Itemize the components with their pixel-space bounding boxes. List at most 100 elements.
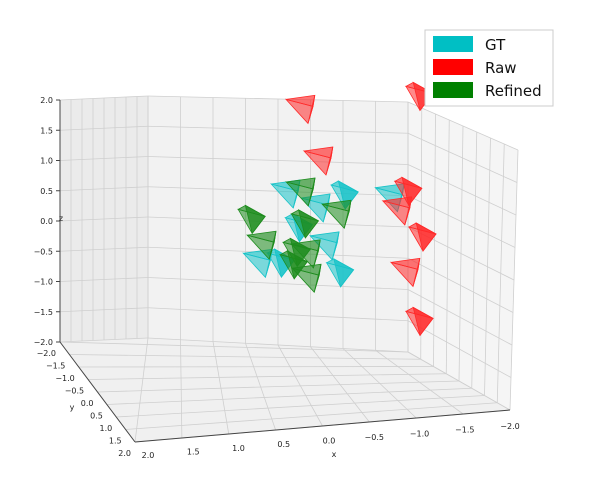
x-axis-label: x	[332, 450, 337, 459]
frustum-refined	[237, 204, 266, 235]
legend-swatch-gt	[433, 36, 473, 52]
z-tick-label: 0.0	[40, 217, 53, 226]
legend-swatch-refined	[433, 82, 473, 98]
grid-line-y	[116, 395, 485, 418]
grid-line-y	[125, 402, 498, 430]
z-tick-label: 1.5	[40, 126, 53, 135]
x-axis-line	[134, 409, 511, 443]
frustum-raw	[381, 196, 413, 226]
grid-line-z	[59, 277, 149, 282]
y-tick-label: −1.0	[55, 374, 74, 383]
z-tick-label: 2.0	[40, 96, 53, 105]
frustum-face	[265, 249, 273, 278]
x-tick-label: 0.0	[323, 437, 336, 446]
grid-line-y	[484, 137, 491, 396]
frustum-face	[325, 146, 334, 176]
x-tick-label: 2.0	[142, 451, 155, 460]
z-tick-label: 0.5	[40, 187, 53, 196]
frustum-face	[333, 258, 355, 288]
frustum-face	[313, 239, 321, 269]
x-tick-label: −1.0	[410, 429, 429, 438]
grid-line-x	[375, 349, 464, 415]
legend-label-refined: Refined	[485, 82, 542, 100]
grid-line-y	[88, 373, 447, 380]
x-tick-label: −1.5	[455, 426, 474, 435]
grid-line-y	[97, 380, 460, 393]
frustum-gt	[325, 258, 355, 288]
frustum-face	[313, 264, 322, 293]
y-tick-label: −2.0	[37, 349, 56, 358]
z-axis-label: z	[59, 214, 63, 223]
grid-line-x	[342, 348, 417, 419]
z-tick-label: −2.0	[34, 338, 53, 347]
right-pane	[408, 102, 518, 410]
frustum-face	[268, 231, 277, 260]
grid-line-y	[458, 125, 464, 382]
frustum-face	[244, 204, 266, 235]
grid-line-x	[245, 343, 277, 431]
frustum-raw	[393, 176, 423, 207]
grid-line-z	[59, 307, 149, 313]
frustum-face	[307, 177, 316, 207]
y-tick-label: 0.5	[90, 412, 103, 421]
grid-line-y	[78, 366, 434, 368]
frustum-refined	[320, 199, 352, 229]
z-tick-label: −1.5	[34, 308, 53, 317]
grid-line-z	[59, 337, 149, 343]
y-axis-line	[59, 341, 136, 443]
frustum-face	[401, 176, 423, 207]
frustum-refined	[279, 250, 308, 280]
frustum-face	[415, 222, 437, 252]
legend: GT Raw Refined	[424, 29, 554, 107]
legend-label-raw: Raw	[485, 59, 517, 77]
x-tick-label: 1.5	[187, 447, 200, 456]
grid-line-y	[509, 149, 519, 411]
grid-line-y	[106, 387, 472, 405]
frustum-raw	[389, 257, 421, 288]
legend-label-gt: GT	[485, 36, 506, 54]
floor-pane	[60, 338, 510, 442]
y-tick-label: −0.5	[65, 387, 84, 396]
x-tick-label: 1.0	[232, 444, 245, 453]
grid-line-y	[69, 354, 421, 360]
y-axis-label: y	[70, 403, 75, 412]
frustum-face	[412, 258, 421, 287]
frustum-face	[297, 209, 319, 239]
frustum-raw	[284, 94, 316, 125]
frustum-raw	[404, 306, 434, 337]
frustum-raw	[407, 222, 437, 252]
frustum-refined	[290, 209, 320, 239]
grid-line-z	[407, 257, 514, 313]
y-tick-label: 0.0	[81, 399, 94, 408]
frustum-face	[337, 180, 359, 210]
y-tick-label: 1.0	[100, 424, 113, 433]
grid-line-y	[496, 143, 505, 403]
frustum-face	[307, 95, 316, 124]
grid-line-z	[147, 337, 409, 353]
x-tick-label: −2.0	[500, 422, 519, 431]
legend-swatch-raw	[433, 59, 473, 75]
frustum-gt	[330, 180, 359, 210]
y-tick-label: 1.5	[109, 437, 122, 446]
frustum-face	[404, 196, 412, 226]
grid-line-x	[310, 346, 370, 423]
grid-line-x	[212, 341, 230, 435]
z-tick-label: −0.5	[34, 247, 53, 256]
y-tick-label: −1.5	[46, 362, 65, 371]
frustum-face	[289, 237, 311, 268]
frustum-raw	[302, 146, 334, 176]
z-tick-label: 1.0	[40, 157, 53, 166]
y-tick-label: 2.0	[118, 449, 131, 458]
frustum-face	[331, 231, 340, 260]
grid-line-z	[407, 320, 512, 378]
grid-line-z	[407, 289, 513, 346]
frustum-refined	[290, 263, 322, 293]
tick-labels: 2.0 1.5 1.0 0.5 0.0 −0.5 −1.0 −1.5 −2.0 −2.0 −1.5 −…	[34, 96, 520, 460]
frustum-refined	[245, 230, 277, 260]
frustum-face	[343, 200, 352, 229]
grid-line-y	[471, 131, 478, 389]
x-tick-label: 0.5	[277, 440, 290, 449]
x-tick-label: −0.5	[365, 433, 384, 442]
grid-line-z	[147, 277, 409, 290]
